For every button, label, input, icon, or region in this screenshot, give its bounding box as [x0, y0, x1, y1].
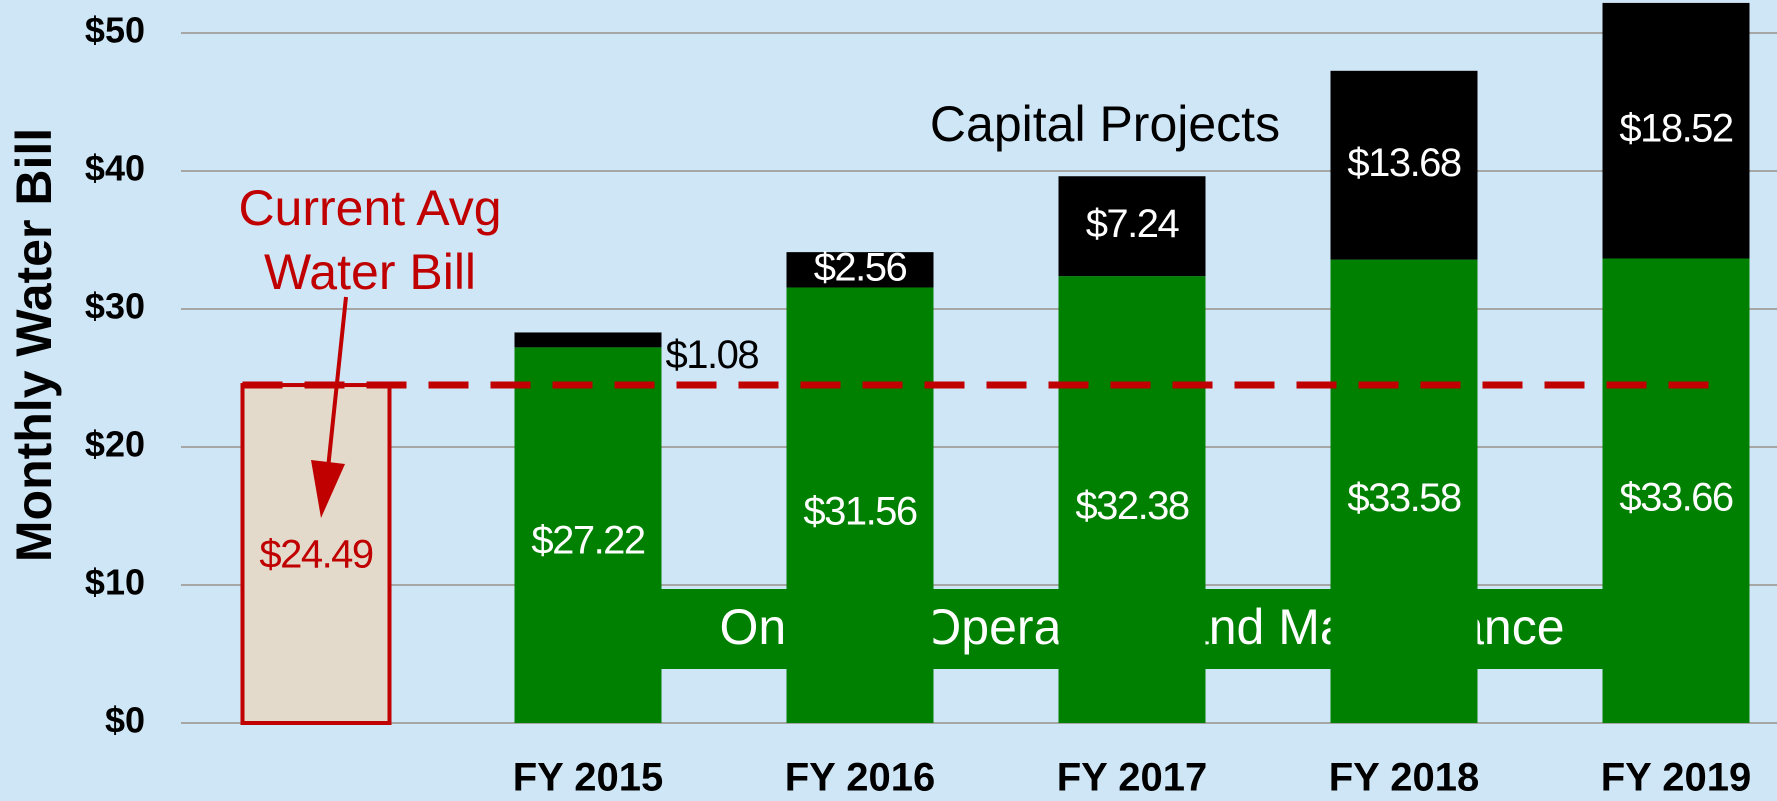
arrow-head	[311, 460, 345, 518]
value-label: $31.56	[803, 490, 917, 534]
bar-segment	[514, 347, 662, 723]
x-tick-label: FY 2019	[1601, 756, 1752, 800]
bar-segment	[786, 287, 934, 723]
bar-segment	[1602, 2, 1750, 259]
y-tick-label: $10	[85, 562, 145, 603]
value-label: $32.38	[1075, 484, 1189, 528]
y-axis-label: Monthly Water Bill	[6, 128, 62, 562]
grid	[181, 32, 1777, 724]
current-bar	[240, 383, 392, 725]
annotation: Water Bill	[264, 244, 476, 300]
bar-segment	[786, 252, 934, 288]
x-tick-label: FY 2018	[1329, 756, 1480, 800]
bar-segment	[1330, 259, 1478, 723]
x-tick-label: FY 2015	[513, 756, 664, 800]
value-label: $1.08	[666, 333, 759, 377]
x-tick-label: FY 2017	[1057, 756, 1208, 800]
bar-segment	[1058, 176, 1206, 277]
arrow	[325, 296, 348, 479]
bar-segment	[1330, 70, 1478, 260]
bar-segment	[1602, 258, 1750, 723]
value-label: $33.66	[1619, 476, 1733, 520]
y-tick-label: $20	[85, 424, 145, 465]
y-tick-label: $0	[105, 700, 145, 741]
value-label: $18.52	[1619, 106, 1733, 150]
y-tick-label: $40	[85, 148, 145, 189]
annotation: Current Avg	[238, 180, 501, 236]
series-label: Capital Projects	[930, 96, 1280, 152]
value-label: $13.68	[1347, 141, 1461, 185]
bar-segment	[1058, 276, 1206, 723]
value-label: $27.22	[531, 518, 645, 562]
bar-segment	[514, 332, 662, 348]
y-tick-label: $50	[85, 10, 145, 51]
value-label: $2.56	[814, 245, 907, 289]
value-label: $33.58	[1347, 476, 1461, 520]
value-label: $24.49	[259, 533, 373, 577]
value-label: $7.24	[1086, 202, 1180, 246]
x-tick-label: FY 2016	[785, 756, 936, 800]
y-tick-label: $30	[85, 286, 145, 327]
